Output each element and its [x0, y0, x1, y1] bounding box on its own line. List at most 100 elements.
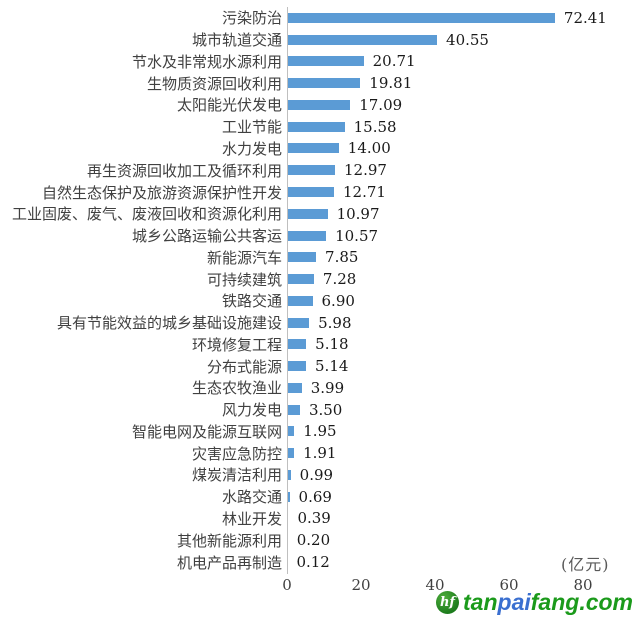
bar: [287, 78, 361, 89]
bar-cell: 19.81: [287, 72, 635, 94]
watermark-link[interactable]: hf tanpaifang.com: [436, 589, 633, 616]
bar-cell: 14.00: [287, 138, 635, 160]
x-axis-tick: 40: [425, 576, 445, 594]
chart-row: 工业节能 15.58: [0, 116, 635, 138]
category-label: 生态农牧渔业: [191, 379, 282, 398]
bar-cell: 10.57: [287, 225, 635, 247]
bar-cell: 5.98: [287, 312, 635, 334]
bar: [287, 143, 339, 154]
chart-row: 分布式能源 5.14: [0, 355, 635, 377]
category-label: 机电产品再制造: [176, 553, 282, 572]
bar: [287, 56, 364, 67]
value-label: 20.71: [372, 52, 416, 71]
x-axis-tick: 80: [573, 576, 593, 594]
bar: [287, 99, 351, 110]
watermark-text-part: fang: [530, 589, 580, 615]
category-label: 分布式能源: [206, 357, 282, 376]
category-label: 铁路交通: [221, 292, 282, 311]
chart-row: 水路交通 0.69: [0, 486, 635, 508]
bar: [287, 295, 313, 306]
category-label: 再生资源回收加工及循环利用: [86, 161, 282, 180]
value-label: 1.91: [303, 444, 337, 463]
bar: [287, 165, 335, 176]
chart-row: 城市轨道交通 40.55: [0, 29, 635, 51]
bar: [287, 382, 302, 393]
watermark-text-part: pai: [497, 589, 531, 615]
tanpaifang-logo-icon: hf: [436, 591, 460, 614]
bar-cell: 1.91: [287, 442, 635, 464]
chart-row: 可持续建筑 7.28: [0, 268, 635, 290]
bar: [287, 252, 317, 263]
category-label: 环境修复工程: [191, 335, 282, 354]
x-axis-tick: 0: [282, 576, 292, 594]
category-label: 自然生态保护及旅游资源保护性开发: [41, 183, 282, 202]
bar: [287, 404, 300, 415]
bar: [287, 12, 555, 23]
category-label: 水路交通: [221, 488, 282, 507]
value-label: 1.95: [303, 422, 337, 441]
category-label: 节水及非常规水源利用: [131, 52, 282, 71]
chart-row: 节水及非常规水源利用 20.71: [0, 51, 635, 73]
bar-cell: 6.90: [287, 290, 635, 312]
watermark-text: tanpaifang.com: [463, 589, 633, 616]
value-label: 0.99: [299, 465, 334, 484]
bar-cell: 5.14: [287, 355, 635, 377]
x-axis-tick: 20: [351, 576, 371, 594]
chart-row: 生物质资源回收利用 19.81: [0, 72, 635, 94]
value-label: 3.50: [308, 400, 343, 419]
chart-row: 再生资源回收加工及循环利用 12.97: [0, 159, 635, 181]
bar: [287, 448, 295, 459]
value-label: 5.98: [318, 313, 352, 332]
category-label: 可持续建筑: [206, 270, 282, 289]
value-label: 17.09: [359, 95, 403, 114]
bar-cell: 15.58: [287, 116, 635, 138]
value-label: 0.20: [296, 531, 331, 550]
bar: [287, 34, 438, 45]
chart-row: 自然生态保护及旅游资源保护性开发 12.71: [0, 181, 635, 203]
category-label: 煤炭清洁利用: [191, 466, 282, 485]
chart-row: 具有节能效益的城乡基础设施建设 5.98: [0, 312, 635, 334]
bar-cell: 1.95: [287, 421, 635, 443]
bar: [287, 208, 328, 219]
value-label: 12.97: [343, 161, 387, 180]
category-label: 具有节能效益的城乡基础设施建设: [56, 314, 282, 333]
value-label: 10.57: [335, 226, 379, 245]
category-label: 新能源汽车: [206, 248, 282, 267]
category-label: 生物质资源回收利用: [146, 74, 282, 93]
watermark-text-part: tan: [463, 589, 498, 615]
chart-row: 城乡公路运输公共客运 10.57: [0, 225, 635, 247]
chart-row: 污染防治 72.41: [0, 7, 635, 29]
category-label: 太阳能光伏发电: [176, 96, 282, 115]
bar-cell: 20.71: [287, 51, 635, 73]
chart-row: 环境修复工程 5.18: [0, 333, 635, 355]
bar: [287, 491, 290, 502]
value-label: 7.85: [325, 248, 359, 267]
category-label: 其他新能源利用: [176, 531, 282, 550]
bar-cell: 0.39: [287, 508, 635, 530]
category-axis-line: [287, 7, 288, 574]
chart-rows: 污染防治 72.41 城市轨道交通 40.55 节水及非常规水源利用 20.71 生物质资源…: [0, 7, 635, 573]
bar: [287, 339, 307, 350]
chart-row: 风力发电 3.50: [0, 399, 635, 421]
value-label: 15.58: [353, 117, 397, 136]
category-label: 工业节能: [221, 118, 282, 137]
category-label: 城市轨道交通: [191, 31, 282, 50]
bar-cell: 12.71: [287, 181, 635, 203]
chart-row: 太阳能光伏发电 17.09: [0, 94, 635, 116]
bar-cell: 7.28: [287, 268, 635, 290]
value-label: 72.41: [563, 8, 607, 27]
watermark-text-part: .com: [579, 589, 633, 615]
bar-cell: 3.99: [287, 377, 635, 399]
bar-cell: 5.18: [287, 333, 635, 355]
chart-row: 新能源汽车 7.85: [0, 246, 635, 268]
x-axis-tick-labels: 0 20 40 60 80: [282, 576, 635, 596]
x-axis-unit-label: (亿元): [561, 555, 610, 574]
chart-row: 林业开发 0.39: [0, 508, 635, 530]
value-label: 7.28: [322, 270, 357, 289]
value-label: 14.00: [347, 139, 391, 158]
chart-row: 铁路交通 6.90: [0, 290, 635, 312]
chart-row: 智能电网及能源互联网 1.95: [0, 421, 635, 443]
category-label: 污染防治: [221, 9, 282, 28]
bar: [287, 469, 291, 480]
